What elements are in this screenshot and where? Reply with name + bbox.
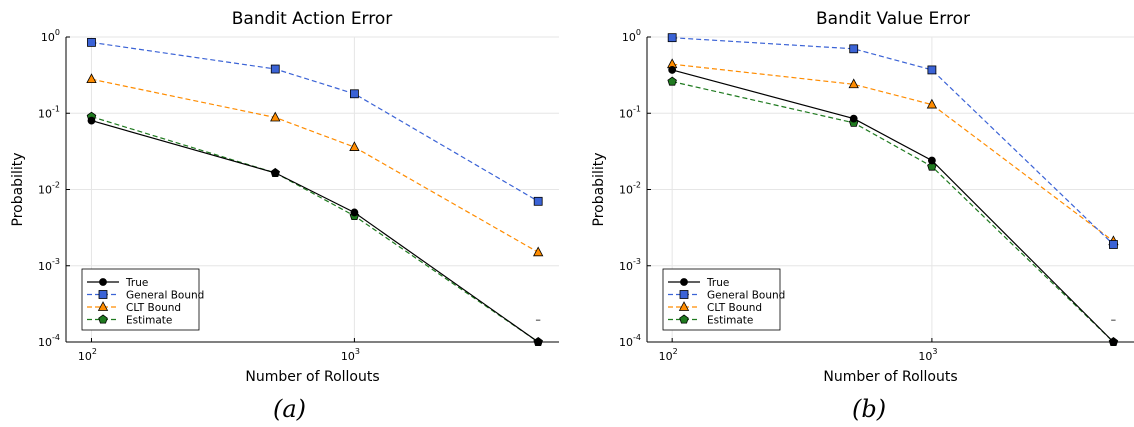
- legend-label-estimate: Estimate: [707, 315, 753, 327]
- data-point: [350, 89, 359, 99]
- x-tick-label: 103: [918, 347, 937, 363]
- legend-label-general: General Bound: [126, 290, 204, 302]
- legend-label-clt: CLT Bound: [707, 302, 762, 314]
- data-point: [927, 156, 936, 165]
- data-point: [667, 76, 677, 86]
- series-line-general: [91, 41, 539, 202]
- legend-label-true: True: [706, 277, 729, 289]
- legend-label-general: General Bound: [707, 290, 785, 302]
- y-tick-label: 100: [622, 28, 641, 44]
- chart-title: Bandit Value Error: [816, 9, 970, 29]
- series-true: [668, 66, 1118, 346]
- data-point: [87, 37, 96, 47]
- data-point: [270, 64, 280, 74]
- data-point: [668, 66, 677, 74]
- series-line-clt: [91, 78, 539, 253]
- y-tick-label: 10-3: [38, 257, 60, 273]
- series-general: [667, 33, 1118, 249]
- data-point: [270, 111, 281, 122]
- data-point: [667, 33, 677, 43]
- data-point: [849, 44, 859, 54]
- y-tick-label: 10-1: [38, 104, 60, 120]
- panel-label-b: (b): [852, 395, 887, 423]
- panel-label-a: (a): [273, 395, 307, 423]
- chart-panel-a: 100 10-1 10-2 10-3 10-4 102 103 Bandit Action E…: [10, 9, 559, 385]
- data-point: [926, 98, 938, 109]
- chart-panel-b: 100 10-1 10-2 10-3 10-4 102 103 Bandit Value Er…: [591, 9, 1134, 385]
- series-line-estimate: [91, 116, 539, 343]
- data-point: [98, 290, 108, 299]
- series-true: [87, 116, 543, 346]
- data-point: [849, 114, 858, 123]
- data-point: [99, 278, 107, 286]
- series-clt: [86, 73, 544, 257]
- data-point: [848, 78, 859, 89]
- y-tick-label: 10-2: [38, 181, 60, 197]
- data-point: [679, 314, 689, 324]
- y-tick-label: 10-3: [619, 257, 641, 273]
- data-point: [87, 116, 96, 125]
- data-point: [680, 278, 688, 286]
- data-point: [350, 208, 359, 217]
- data-point: [86, 73, 97, 84]
- series-line-true: [672, 69, 1114, 343]
- x-tick-label: 102: [78, 347, 97, 363]
- y-axis-label: Probability: [10, 152, 26, 226]
- y-tick-label: 10-2: [619, 181, 641, 197]
- y-axis-label: Probability: [591, 152, 607, 226]
- series-general: [87, 37, 543, 206]
- data-point: [533, 246, 544, 257]
- data-point: [534, 338, 543, 346]
- data-point: [98, 314, 108, 324]
- data-point: [533, 196, 543, 206]
- legend-label-clt: CLT Bound: [126, 302, 181, 314]
- annotation: –: [1111, 313, 1117, 326]
- series-line-estimate: [672, 81, 1114, 343]
- x-axis-label: Number of Rollouts: [245, 369, 379, 385]
- series-line-general: [672, 37, 1114, 245]
- legend-label-true: True: [125, 277, 148, 289]
- series-line-true: [91, 120, 539, 343]
- legend-label-estimate: Estimate: [126, 315, 172, 327]
- data-point: [678, 301, 690, 311]
- chart-title: Bandit Action Error: [232, 9, 393, 29]
- y-tick-label: 10-4: [619, 333, 641, 349]
- data-point: [349, 141, 360, 151]
- x-axis-label: Number of Rollouts: [823, 369, 957, 385]
- data-point: [1109, 338, 1118, 346]
- series-line-clt: [672, 63, 1114, 242]
- data-point: [271, 169, 280, 177]
- y-tick-label: 10-1: [619, 104, 641, 120]
- data-point: [1109, 240, 1118, 249]
- data-point: [679, 290, 689, 299]
- x-tick-label: 103: [341, 347, 360, 363]
- data-point: [927, 65, 937, 75]
- x-tick-label: 102: [659, 347, 678, 363]
- annotation: –: [535, 313, 541, 326]
- data-point: [97, 301, 109, 311]
- y-tick-label: 10-4: [38, 333, 60, 349]
- y-tick-label: 100: [41, 28, 60, 44]
